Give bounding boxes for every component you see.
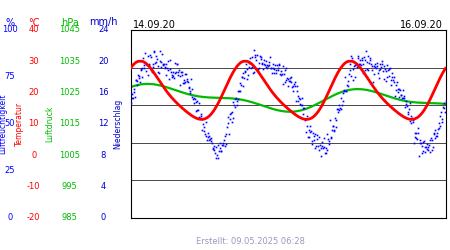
Text: 24: 24 (98, 26, 109, 35)
Text: 1015: 1015 (59, 119, 80, 128)
Text: 75: 75 (4, 72, 15, 82)
Text: 20: 20 (98, 57, 109, 66)
Text: 1025: 1025 (59, 88, 80, 97)
Text: -10: -10 (27, 182, 40, 191)
Text: 50: 50 (4, 119, 15, 128)
Text: 25: 25 (4, 166, 15, 175)
Text: hPa: hPa (61, 18, 79, 28)
Text: 12: 12 (98, 119, 109, 128)
Text: 40: 40 (28, 26, 39, 35)
Text: 1045: 1045 (59, 26, 80, 35)
Text: 0: 0 (7, 213, 13, 222)
Text: 995: 995 (62, 182, 77, 191)
Text: Niederschlag: Niederschlag (113, 98, 122, 149)
Text: Temperatur: Temperatur (15, 102, 24, 146)
Text: Erstellt: 09.05.2025 06:28: Erstellt: 09.05.2025 06:28 (196, 237, 305, 246)
Text: 16: 16 (98, 88, 109, 97)
Text: 0: 0 (31, 150, 36, 160)
Text: 20: 20 (28, 88, 39, 97)
Text: Luftfeuchtigkeit: Luftfeuchtigkeit (0, 94, 7, 154)
Text: 1005: 1005 (59, 150, 80, 160)
Text: 10: 10 (28, 119, 39, 128)
Text: 100: 100 (2, 26, 18, 35)
Text: Luftdruck: Luftdruck (45, 106, 54, 142)
Text: 14.09.20: 14.09.20 (133, 20, 176, 30)
Text: 4: 4 (101, 182, 106, 191)
Text: 16.09.20: 16.09.20 (400, 20, 443, 30)
Text: 0: 0 (101, 213, 106, 222)
Text: 1035: 1035 (59, 57, 80, 66)
Text: %: % (5, 18, 14, 28)
Text: 8: 8 (101, 150, 106, 160)
Text: 30: 30 (28, 57, 39, 66)
Text: °C: °C (28, 18, 40, 28)
Text: -20: -20 (27, 213, 40, 222)
Text: mm/h: mm/h (89, 18, 118, 28)
Text: 985: 985 (62, 213, 78, 222)
